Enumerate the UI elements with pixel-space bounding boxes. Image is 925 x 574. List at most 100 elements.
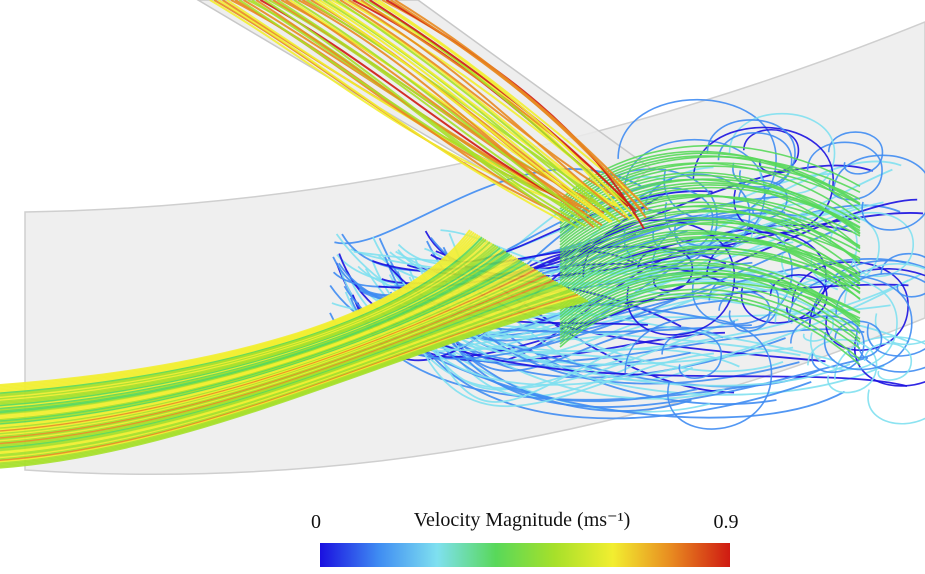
- streamline: [559, 272, 861, 327]
- streamline: [0, 229, 471, 386]
- streamline: [0, 254, 513, 416]
- streamline: [0, 240, 489, 399]
- streamline: [0, 266, 533, 430]
- streamline: [559, 231, 861, 295]
- streamline: [559, 276, 861, 333]
- streamline: [0, 271, 541, 435]
- streamline: [0, 265, 531, 428]
- streamline: [863, 342, 913, 381]
- streamline: [322, 0, 615, 219]
- streamline: [0, 273, 545, 438]
- streamline: [559, 236, 861, 291]
- colorbar-max: 0.9: [714, 511, 739, 533]
- streamline: [0, 261, 525, 424]
- streamline: [0, 244, 497, 405]
- streamline: [0, 283, 561, 449]
- streamline: [297, 0, 603, 227]
- streamline: [0, 242, 493, 402]
- streamline: [559, 273, 861, 330]
- streamline: [0, 268, 537, 433]
- streamline: [806, 141, 883, 201]
- streamline: [217, 0, 565, 223]
- streamline: [0, 247, 501, 407]
- streamline: [0, 235, 481, 393]
- streamline: [0, 269, 539, 434]
- streamline: [0, 291, 575, 459]
- colorbar-title: Velocity Magnitude (ms⁻¹): [414, 509, 631, 531]
- streamline: [0, 246, 499, 406]
- streamline: [238, 0, 575, 212]
- streamline: [0, 257, 519, 420]
- streamline: [0, 249, 505, 410]
- streamline: [0, 296, 583, 465]
- streamline: [559, 288, 861, 350]
- streamline: [0, 297, 585, 466]
- streamline: [624, 317, 773, 430]
- streamline: [0, 241, 491, 400]
- streamline: [0, 267, 535, 431]
- streamline: [0, 279, 555, 445]
- colorbar: 0 Velocity Magnitude (ms⁻¹) 0.9: [311, 509, 739, 567]
- streamline: [0, 230, 473, 388]
- streamline: [880, 253, 925, 298]
- streamline: [0, 290, 573, 458]
- streamline: [0, 286, 567, 454]
- streamline: [0, 263, 529, 427]
- streamline: [0, 284, 563, 451]
- streamline: [0, 280, 557, 447]
- streamline: [559, 204, 861, 261]
- streamline: [339, 0, 623, 201]
- streamline: [348, 0, 627, 219]
- streamlines: [0, 0, 925, 469]
- streamline: [0, 299, 589, 469]
- streamline: [0, 285, 565, 452]
- streamline: [0, 234, 479, 392]
- streamline: [559, 155, 861, 213]
- streamline: [0, 250, 507, 412]
- streamline: [0, 253, 511, 414]
- streamline: [0, 251, 509, 413]
- streamline: [0, 237, 485, 396]
- streamline: [0, 272, 543, 437]
- streamline: [0, 277, 551, 442]
- streamline: [559, 205, 861, 276]
- streamline: [0, 274, 547, 440]
- streamline: [0, 289, 571, 456]
- streamline: [788, 275, 913, 371]
- streamline: [559, 252, 861, 309]
- streamline: [559, 295, 861, 366]
- streamline: [0, 275, 549, 441]
- streamline: [293, 0, 601, 230]
- streamline: [318, 0, 613, 223]
- streamline: [0, 293, 579, 462]
- streamline: [314, 0, 611, 223]
- streamline: [559, 239, 861, 297]
- streamline: [0, 262, 527, 426]
- streamline: [0, 232, 477, 391]
- streamline: [559, 184, 861, 240]
- streamline: [394, 0, 649, 211]
- streamline: [617, 98, 777, 221]
- streamline: [407, 317, 714, 408]
- streamline: [0, 278, 553, 444]
- streamline: [0, 231, 475, 389]
- streamline: [843, 263, 925, 346]
- streamline: [0, 295, 581, 463]
- streamline: [0, 236, 483, 395]
- streamline: [661, 331, 723, 379]
- streamline: [559, 246, 861, 303]
- colorbar-bar: [320, 543, 730, 567]
- streamline: [559, 209, 861, 264]
- streamline: [559, 237, 861, 294]
- streamline: [559, 245, 861, 300]
- streamline: [0, 260, 523, 423]
- streamline: [559, 264, 861, 325]
- streamline: [264, 0, 587, 228]
- streamline: [829, 212, 915, 278]
- streamline: [433, 303, 869, 408]
- streamline: [790, 315, 865, 373]
- streamline: [559, 281, 861, 339]
- streamline: [0, 292, 577, 461]
